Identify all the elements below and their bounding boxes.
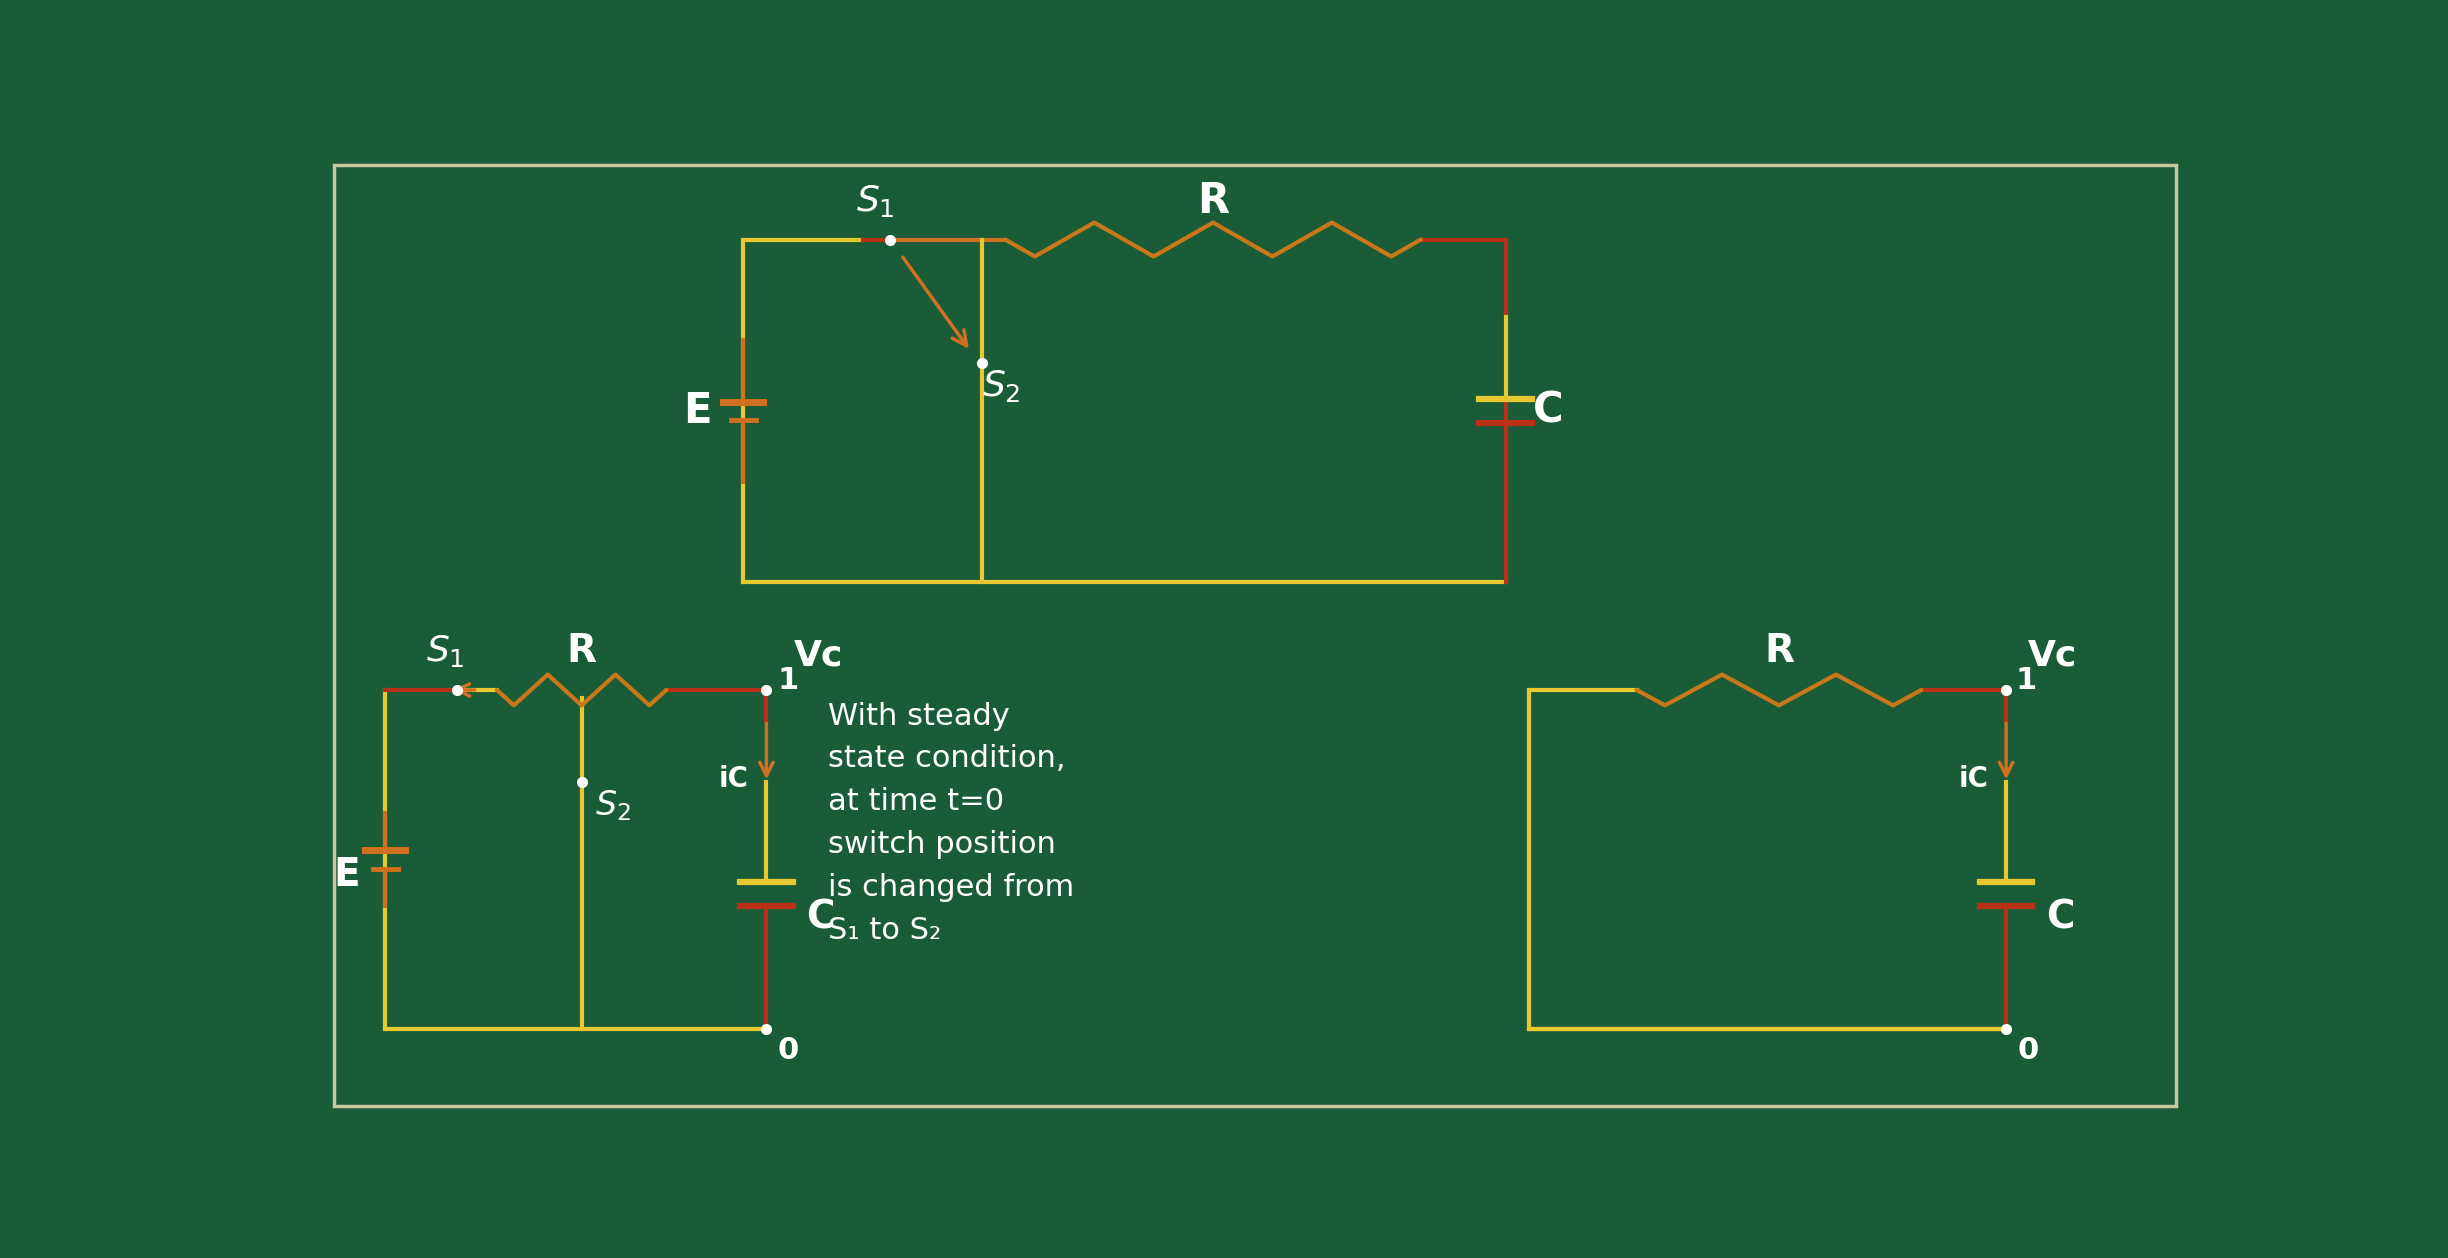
- Text: E: E: [333, 855, 360, 893]
- Text: 1: 1: [2015, 667, 2037, 696]
- Text: iC: iC: [1958, 765, 1988, 793]
- Text: 0: 0: [778, 1035, 798, 1064]
- Text: 0: 0: [2017, 1035, 2039, 1064]
- Text: C: C: [805, 898, 835, 936]
- Text: With steady
state condition,
at time t=0
switch position
is changed from
S₁ to S: With steady state condition, at time t=0…: [827, 702, 1075, 945]
- Text: $S_2$: $S_2$: [982, 367, 1021, 404]
- Text: iC: iC: [720, 765, 749, 793]
- Text: $S_1$: $S_1$: [426, 634, 465, 669]
- Text: C: C: [2047, 898, 2073, 936]
- Text: 1: 1: [778, 667, 798, 696]
- Text: C: C: [1532, 390, 1564, 431]
- Text: R: R: [565, 633, 597, 671]
- Text: $S_2$: $S_2$: [595, 788, 632, 823]
- Text: Vc: Vc: [2027, 638, 2076, 672]
- Text: E: E: [683, 390, 712, 431]
- Text: R: R: [1197, 180, 1229, 221]
- Text: $S_1$: $S_1$: [857, 182, 896, 219]
- Text: Vc: Vc: [793, 638, 842, 672]
- Text: R: R: [1765, 633, 1794, 671]
